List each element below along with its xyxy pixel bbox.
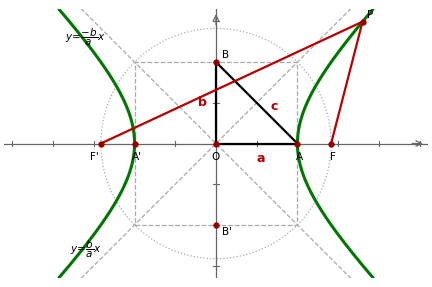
Text: A: A — [296, 152, 303, 162]
Text: F': F' — [90, 152, 99, 162]
Text: B': B' — [222, 227, 232, 237]
Text: c: c — [271, 100, 278, 113]
Text: $y\!=\!\dfrac{b}{a}x$: $y\!=\!\dfrac{b}{a}x$ — [70, 239, 102, 260]
Text: b: b — [198, 96, 207, 109]
Text: $y\!=\!\dfrac{-b}{a}x$: $y\!=\!\dfrac{-b}{a}x$ — [65, 27, 106, 48]
Text: P: P — [368, 9, 374, 20]
Bar — [135, 62, 297, 225]
Text: F: F — [330, 152, 336, 162]
Text: B: B — [222, 50, 229, 60]
Text: O: O — [212, 152, 220, 162]
Text: a: a — [257, 152, 265, 166]
Text: A': A' — [132, 152, 142, 162]
